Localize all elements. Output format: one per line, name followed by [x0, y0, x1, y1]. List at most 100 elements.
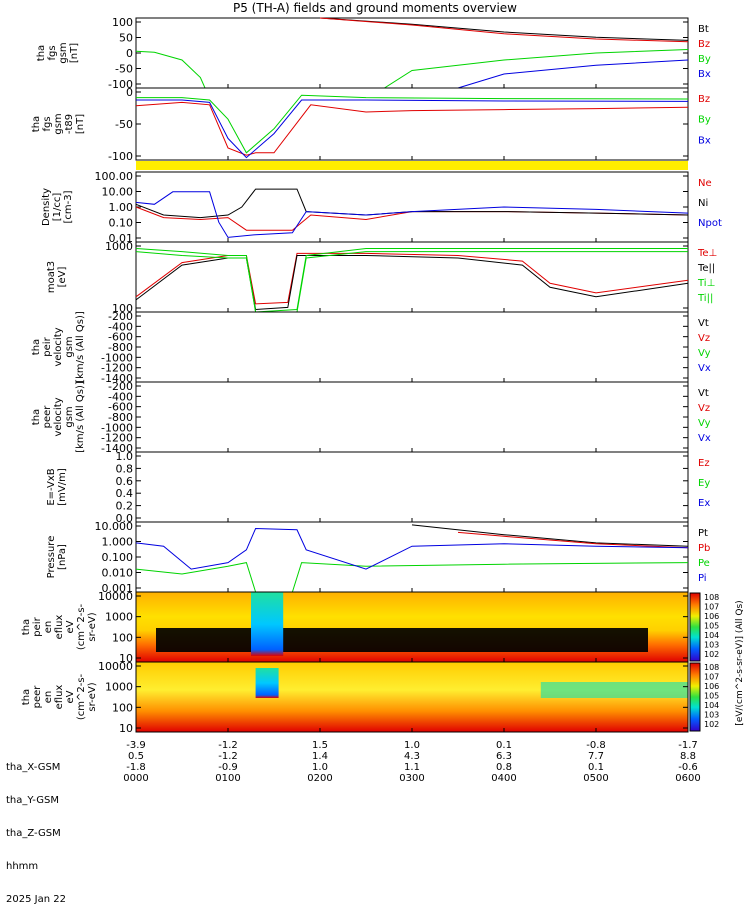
y-axis-label: [nT]	[75, 114, 86, 134]
y-axis-label: gsm	[53, 113, 64, 134]
series-line-Pb	[457, 531, 689, 549]
colorbar-lower	[689, 662, 701, 732]
y-axis-label: tha	[21, 619, 32, 635]
series-line-Bz	[135, 101, 689, 156]
panel-frame	[135, 241, 689, 313]
ephem-value: 8.8	[680, 751, 696, 762]
ephem-value: 0600	[675, 773, 701, 784]
y-tick-label: 1000	[105, 240, 133, 253]
y-axis-label: peir	[32, 616, 43, 636]
y-axis-label: tha	[21, 689, 32, 705]
ephem-value: 0.5	[128, 751, 144, 762]
legend-entry: Pe	[698, 558, 710, 569]
ephem-value: -0.9	[218, 762, 238, 773]
y-axis-label: en	[43, 621, 54, 634]
y-tick-label: -600	[108, 401, 133, 414]
y-axis-label: -t89	[64, 114, 75, 134]
series-line-Ti||	[135, 251, 688, 313]
y-axis-label: gsm	[64, 336, 75, 357]
y-axis-label: velocity	[53, 327, 64, 366]
y-axis-label: eflux	[54, 615, 65, 640]
colorbar-tick: 102	[704, 720, 719, 729]
series-line-Ti⊥	[135, 248, 688, 313]
series-line-Ne	[135, 206, 689, 231]
y-axis-label: en	[43, 691, 54, 704]
ephem-value: 0.8	[496, 762, 512, 773]
colorbar-tick: 107	[704, 603, 719, 612]
y-tick-label: 10.000	[95, 520, 134, 533]
ephem-value: 1.1	[404, 762, 420, 773]
y-tick-label: -1200	[101, 362, 133, 375]
colorbar-tick: 108	[704, 663, 719, 672]
y-tick-label: 100	[112, 16, 133, 29]
colorbar-tick: 107	[704, 673, 719, 682]
colorbar-tick: 103	[704, 641, 719, 650]
legend-entry: Vt	[698, 388, 709, 399]
spectrogram-hole-lower	[255, 668, 279, 698]
y-tick-label: -1000	[101, 351, 133, 364]
y-tick-label: 100	[112, 701, 133, 714]
y-axis-label: (cm^2-s-	[76, 603, 87, 650]
y-tick-label: 0.10	[109, 217, 134, 230]
y-tick-label: -400	[108, 390, 133, 403]
y-tick-label: 100.00	[95, 170, 134, 183]
colorbar-tick: 103	[704, 711, 719, 720]
series-line-Te||	[135, 255, 689, 311]
panel-peer-spectrogram: 10000 1000 100 10 tha peer en eflux eV (cm^2-s-sr…	[21, 660, 689, 735]
y-tick-label: 0.0	[116, 512, 134, 525]
ephem-value: -0.6	[678, 762, 698, 773]
y-tick-label: -1400	[101, 372, 133, 385]
panel-frame	[135, 521, 689, 593]
legend-entry: Vt	[698, 318, 709, 329]
ephem-value: -1.2	[218, 751, 238, 762]
legend-entry: Bz	[698, 39, 710, 50]
legend-entry: Te⊥	[697, 248, 717, 259]
y-tick-label: -1000	[101, 421, 133, 434]
plot-title: P5 (TH-A) fields and ground moments over…	[233, 1, 517, 15]
y-axis-label: tha	[31, 116, 42, 132]
y-tick-label: 0.4	[116, 487, 134, 500]
y-tick-label: 1000	[105, 681, 133, 694]
legend-entry: Npot	[698, 218, 722, 229]
y-axis-label: [eV]	[57, 267, 68, 288]
legend-entry: Vz	[698, 403, 710, 414]
colorbar-tick: 104	[704, 631, 719, 640]
legend-entry: Pi	[698, 573, 707, 584]
ephem-value: 4.3	[404, 751, 420, 762]
legend-entry: Te||	[697, 263, 715, 274]
y-axis-label: eV	[65, 620, 76, 633]
legend-entry: By	[698, 54, 711, 65]
ephem-value: 0300	[399, 773, 425, 784]
y-axis-label: sr-eV)	[87, 612, 98, 641]
legend-entry: Pb	[698, 543, 710, 554]
y-axis-label: [mV/m]	[57, 468, 68, 506]
panel-peer-velocity: -200-400-600-800-1000-1200-1400 tha peer ve…	[31, 380, 711, 455]
y-axis-label: tha	[36, 45, 47, 61]
panel-density: 100.00 10.00 1.00 0.10 0.01 Density [1/cc] [cm-…	[41, 170, 722, 245]
y-tick-label: -100	[108, 78, 133, 91]
y-tick-label: -600	[108, 331, 133, 344]
panel-fgs-gsm: 100 50 0 -50 -100 tha fgs gsm [nT] Bt Bz By Bx	[36, 16, 711, 91]
colorbar-label: [eV/(cm^2-s-sr-eV)] (All Qs)	[735, 600, 745, 725]
series-line-Bt	[319, 17, 689, 41]
y-axis-label: moat3	[46, 261, 57, 293]
legend-entry: By	[698, 115, 711, 126]
y-tick-label: 0.6	[116, 475, 134, 488]
series-line-Te⊥	[135, 252, 689, 305]
y-axis-label: [1/cc]	[52, 193, 63, 222]
y-tick-label: 0.8	[116, 462, 134, 475]
ephem-value: 1.0	[404, 740, 420, 751]
y-axis-label: [nT]	[69, 43, 80, 63]
y-tick-label: -1200	[101, 432, 133, 445]
y-axis-label: tha	[31, 409, 42, 425]
y-tick-label: 1.000	[102, 536, 134, 549]
colorbar-tick: 105	[704, 692, 719, 701]
y-tick-label: -800	[108, 411, 133, 424]
colorbar-tick: 106	[704, 682, 719, 691]
series-line-Pi	[135, 527, 689, 570]
ephem-value: 0100	[215, 773, 241, 784]
legend-entry: Ey	[698, 478, 710, 489]
y-tick-label: 100	[112, 302, 133, 315]
series-line-By	[136, 94, 689, 154]
